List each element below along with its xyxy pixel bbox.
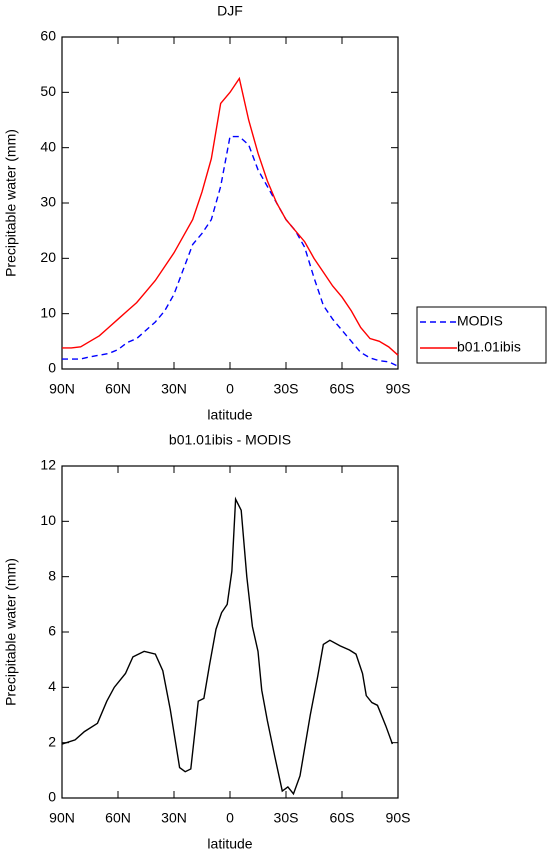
y-tick-label: 2: [48, 733, 56, 749]
chart-title: DJF: [217, 3, 243, 19]
x-tick-label: 60N: [105, 810, 131, 826]
x-tick-label: 60S: [330, 810, 355, 826]
x-tick-label: 30S: [274, 381, 299, 397]
y-tick-label: 50: [40, 83, 56, 99]
y-axis-label: Precipitable water (mm): [3, 558, 19, 706]
y-tick-label: 10: [40, 512, 56, 528]
x-axis-label: latitude: [207, 407, 252, 423]
y-tick-label: 60: [40, 28, 56, 44]
y-tick-label: 20: [40, 249, 56, 265]
y-tick-label: 8: [48, 567, 56, 583]
x-tick-label: 30N: [161, 381, 187, 397]
y-tick-label: 30: [40, 194, 56, 210]
y-tick-label: 10: [40, 304, 56, 320]
y-axis-label: Precipitable water (mm): [3, 129, 19, 277]
legend-label: MODIS: [457, 313, 503, 329]
legend-label: b01.01ibis: [457, 339, 521, 355]
x-tick-label: 60N: [105, 381, 131, 397]
x-tick-label: 90N: [49, 381, 75, 397]
legend-box: [416, 306, 547, 364]
x-tick-label: 90S: [386, 381, 411, 397]
x-tick-label: 90S: [386, 810, 411, 826]
plot-frame: [61, 465, 399, 799]
x-axis-label: latitude: [207, 836, 252, 852]
line-series: [62, 135, 399, 367]
x-tick-label: 0: [226, 381, 234, 397]
y-tick-label: 0: [48, 360, 56, 376]
y-tick-label: 12: [40, 457, 56, 473]
y-tick-label: 0: [48, 789, 56, 805]
x-tick-label: 60S: [330, 381, 355, 397]
y-tick-label: 6: [48, 623, 56, 639]
chart-title: b01.01ibis - MODIS: [169, 432, 291, 448]
x-tick-label: 30N: [161, 810, 187, 826]
x-tick-label: 30S: [274, 810, 299, 826]
plot-frame: [61, 36, 399, 370]
x-tick-label: 0: [226, 810, 234, 826]
y-tick-label: 4: [48, 678, 56, 694]
y-tick-label: 40: [40, 138, 56, 154]
line-series: [61, 496, 394, 796]
x-tick-label: 90N: [49, 810, 75, 826]
line-series: [62, 76, 399, 356]
